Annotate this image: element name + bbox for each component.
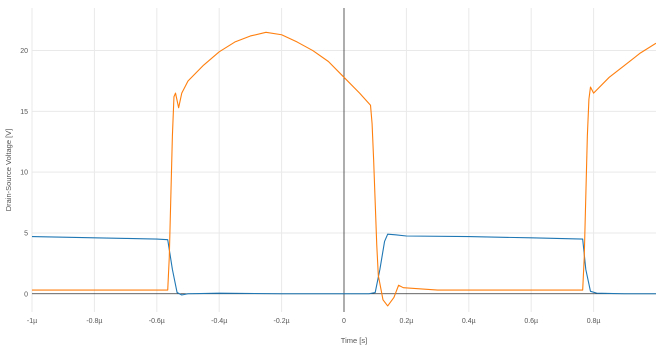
series-line-2 <box>32 31 656 307</box>
x-tick-label: -0.4µ <box>211 318 227 325</box>
y-tick-label: 10 <box>20 170 28 177</box>
x-tick-label: 0 <box>342 318 346 325</box>
x-tick-labels: -1µ -0.8µ -0.6µ -0.4µ -0.2µ 0 0.2µ 0.4µ 0.6µ 0.8µ <box>27 318 601 325</box>
x-tick-label: 0.6µ <box>524 318 538 325</box>
x-tick-label: 0.4µ <box>462 318 476 325</box>
axis-lines <box>32 8 656 312</box>
x-tick-label: 0.2µ <box>400 318 414 325</box>
y-axis-title: Drain-Source Voltage [V] <box>4 129 13 212</box>
y-tick-label: 20 <box>20 48 28 55</box>
y-tick-labels: 0 5 10 15 20 <box>20 48 28 298</box>
x-axis-title: Time [s] <box>341 336 367 345</box>
x-tick-label: -0.8µ <box>86 318 102 325</box>
x-tick-label: 0.8µ <box>587 318 601 325</box>
x-tick-label: -1µ <box>27 318 37 325</box>
series-group <box>31 31 656 307</box>
y-tick-label: 15 <box>20 109 28 116</box>
x-tick-label: -0.6µ <box>149 318 165 325</box>
x-tick-label: -0.2µ <box>274 318 290 325</box>
y-tick-label: 0 <box>24 291 28 298</box>
y-tick-label: 5 <box>24 230 28 237</box>
